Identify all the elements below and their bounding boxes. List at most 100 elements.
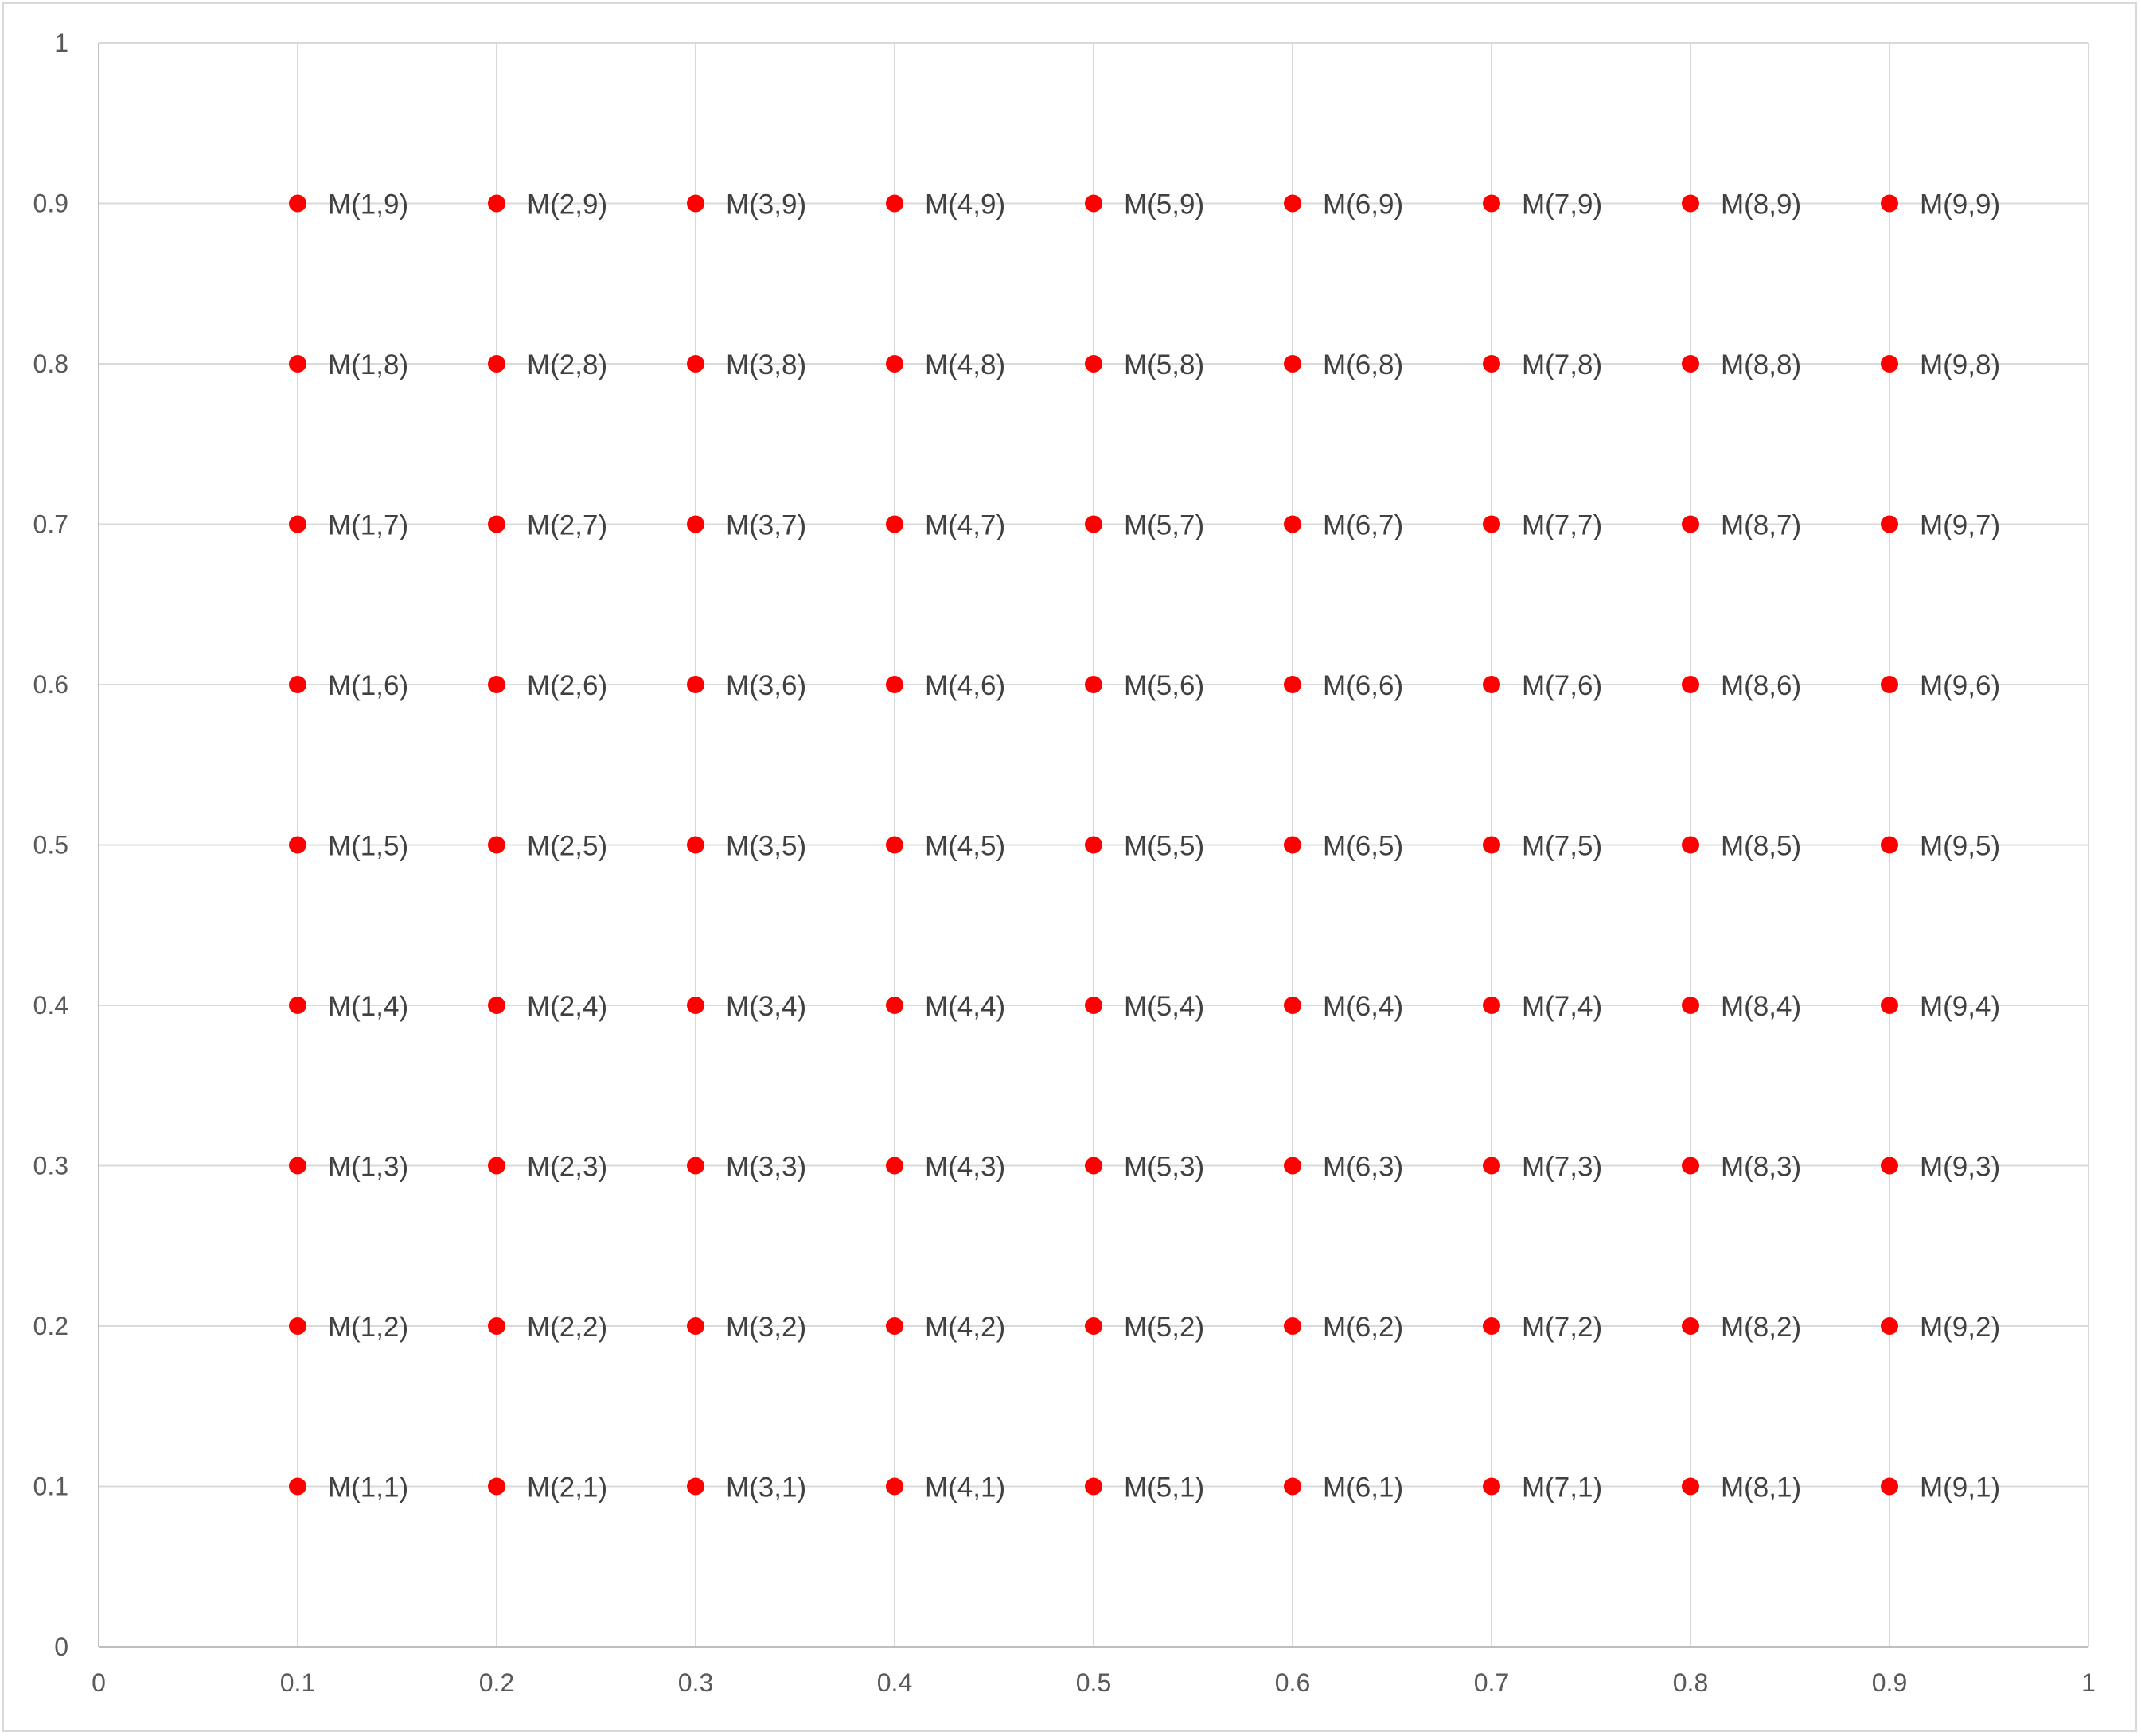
y-tick-label: 0.8	[33, 349, 68, 378]
data-label: M(4,3)	[925, 1152, 1005, 1183]
data-label: M(1,3)	[328, 1152, 408, 1183]
data-point	[687, 194, 704, 213]
data-label: M(8,3)	[1721, 1152, 1801, 1183]
data-label: M(2,7)	[527, 510, 607, 541]
data-point	[488, 355, 505, 373]
data-label: M(7,8)	[1522, 349, 1602, 380]
data-label: M(7,5)	[1522, 831, 1602, 862]
data-label: M(6,4)	[1323, 991, 1403, 1022]
data-label: M(5,7)	[1124, 510, 1204, 541]
data-point	[687, 1317, 704, 1335]
data-label: M(8,9)	[1721, 189, 1801, 220]
data-label: M(8,8)	[1721, 349, 1801, 380]
data-label: M(1,2)	[328, 1312, 408, 1343]
data-point	[1881, 1477, 1898, 1496]
data-point	[1284, 515, 1301, 533]
data-label: M(1,1)	[328, 1473, 408, 1504]
data-label: M(1,6)	[328, 670, 408, 701]
y-tick-label: 0.7	[33, 510, 68, 539]
data-point	[1682, 355, 1699, 373]
y-tick-label: 0.2	[33, 1312, 68, 1340]
tick-labels: 0 0.1 0.2 0.3 0.4 0.5 0.6 0.7 0.8 0.9 1 0 0.1 0.2 0.3 0…	[33, 29, 2096, 1697]
data-point	[1483, 194, 1500, 213]
data-label: M(3,6)	[726, 670, 806, 701]
data-label: M(9,4)	[1920, 991, 2000, 1022]
data-label: M(7,9)	[1522, 189, 1602, 220]
data-point	[1085, 1477, 1102, 1496]
data-point	[289, 1317, 306, 1335]
data-label: M(2,6)	[527, 670, 607, 701]
x-tick-label: 0.8	[1673, 1668, 1708, 1697]
data-point	[1682, 997, 1699, 1014]
data-label: M(2,5)	[527, 831, 607, 862]
data-label: M(3,9)	[726, 189, 806, 220]
data-point	[1483, 1157, 1500, 1175]
data-label: M(2,4)	[527, 991, 607, 1022]
data-label: M(6,9)	[1323, 189, 1403, 220]
data-point	[488, 1317, 505, 1335]
data-point	[886, 676, 903, 693]
data-point	[1682, 194, 1699, 213]
data-label: M(6,1)	[1323, 1473, 1403, 1504]
data-point	[687, 1477, 704, 1496]
data-point	[488, 1157, 505, 1175]
data-label: M(4,8)	[925, 349, 1005, 380]
y-tick-label: 1	[54, 29, 68, 57]
data-label: M(6,3)	[1323, 1152, 1403, 1183]
data-point	[1284, 1477, 1301, 1496]
data-point	[488, 194, 505, 213]
data-point	[1483, 676, 1500, 693]
data-label: M(3,8)	[726, 349, 806, 380]
data-label: M(8,2)	[1721, 1312, 1801, 1343]
x-tick-label: 0.2	[479, 1668, 514, 1697]
data-label: M(5,5)	[1124, 831, 1204, 862]
data-point	[488, 997, 505, 1014]
data-point	[687, 355, 704, 373]
data-point	[886, 1157, 903, 1175]
data-point	[1284, 194, 1301, 213]
y-tick-label: 0	[54, 1633, 68, 1661]
x-tick-label: 0.6	[1275, 1668, 1310, 1697]
data-point	[289, 836, 306, 854]
data-point	[886, 194, 903, 213]
data-label: M(1,8)	[328, 349, 408, 380]
data-point	[1085, 997, 1102, 1014]
data-point	[1284, 676, 1301, 693]
y-tick-label: 0.3	[33, 1152, 68, 1180]
data-point	[1881, 676, 1898, 693]
data-label: M(2,2)	[527, 1312, 607, 1343]
data-label: M(5,6)	[1124, 670, 1204, 701]
data-point	[289, 194, 306, 213]
data-label: M(7,6)	[1522, 670, 1602, 701]
data-label: M(5,9)	[1124, 189, 1204, 220]
data-label: M(4,6)	[925, 670, 1005, 701]
data-point	[289, 997, 306, 1014]
data-point	[1881, 1157, 1898, 1175]
data-point	[1085, 676, 1102, 693]
data-point	[1682, 515, 1699, 533]
data-label: M(6,2)	[1323, 1312, 1403, 1343]
data-point	[1483, 515, 1500, 533]
data-label: M(2,9)	[527, 189, 607, 220]
data-point	[1284, 836, 1301, 854]
y-tick-label: 0.6	[33, 670, 68, 699]
data-point	[1682, 836, 1699, 854]
data-label: M(3,7)	[726, 510, 806, 541]
data-label: M(3,2)	[726, 1312, 806, 1343]
data-point	[886, 515, 903, 533]
data-point	[1085, 194, 1102, 213]
data-label: M(9,6)	[1920, 670, 2000, 701]
data-point	[488, 836, 505, 854]
data-point	[289, 1477, 306, 1496]
data-points	[289, 194, 1898, 1496]
data-point	[488, 1477, 505, 1496]
y-tick-label: 0.5	[33, 831, 68, 860]
y-tick-label: 0.9	[33, 189, 68, 218]
data-point	[1483, 355, 1500, 373]
data-label: M(6,6)	[1323, 670, 1403, 701]
x-tick-label: 0.5	[1076, 1668, 1111, 1697]
data-point	[1682, 676, 1699, 693]
data-label: M(5,1)	[1124, 1473, 1204, 1504]
data-point	[289, 515, 306, 533]
